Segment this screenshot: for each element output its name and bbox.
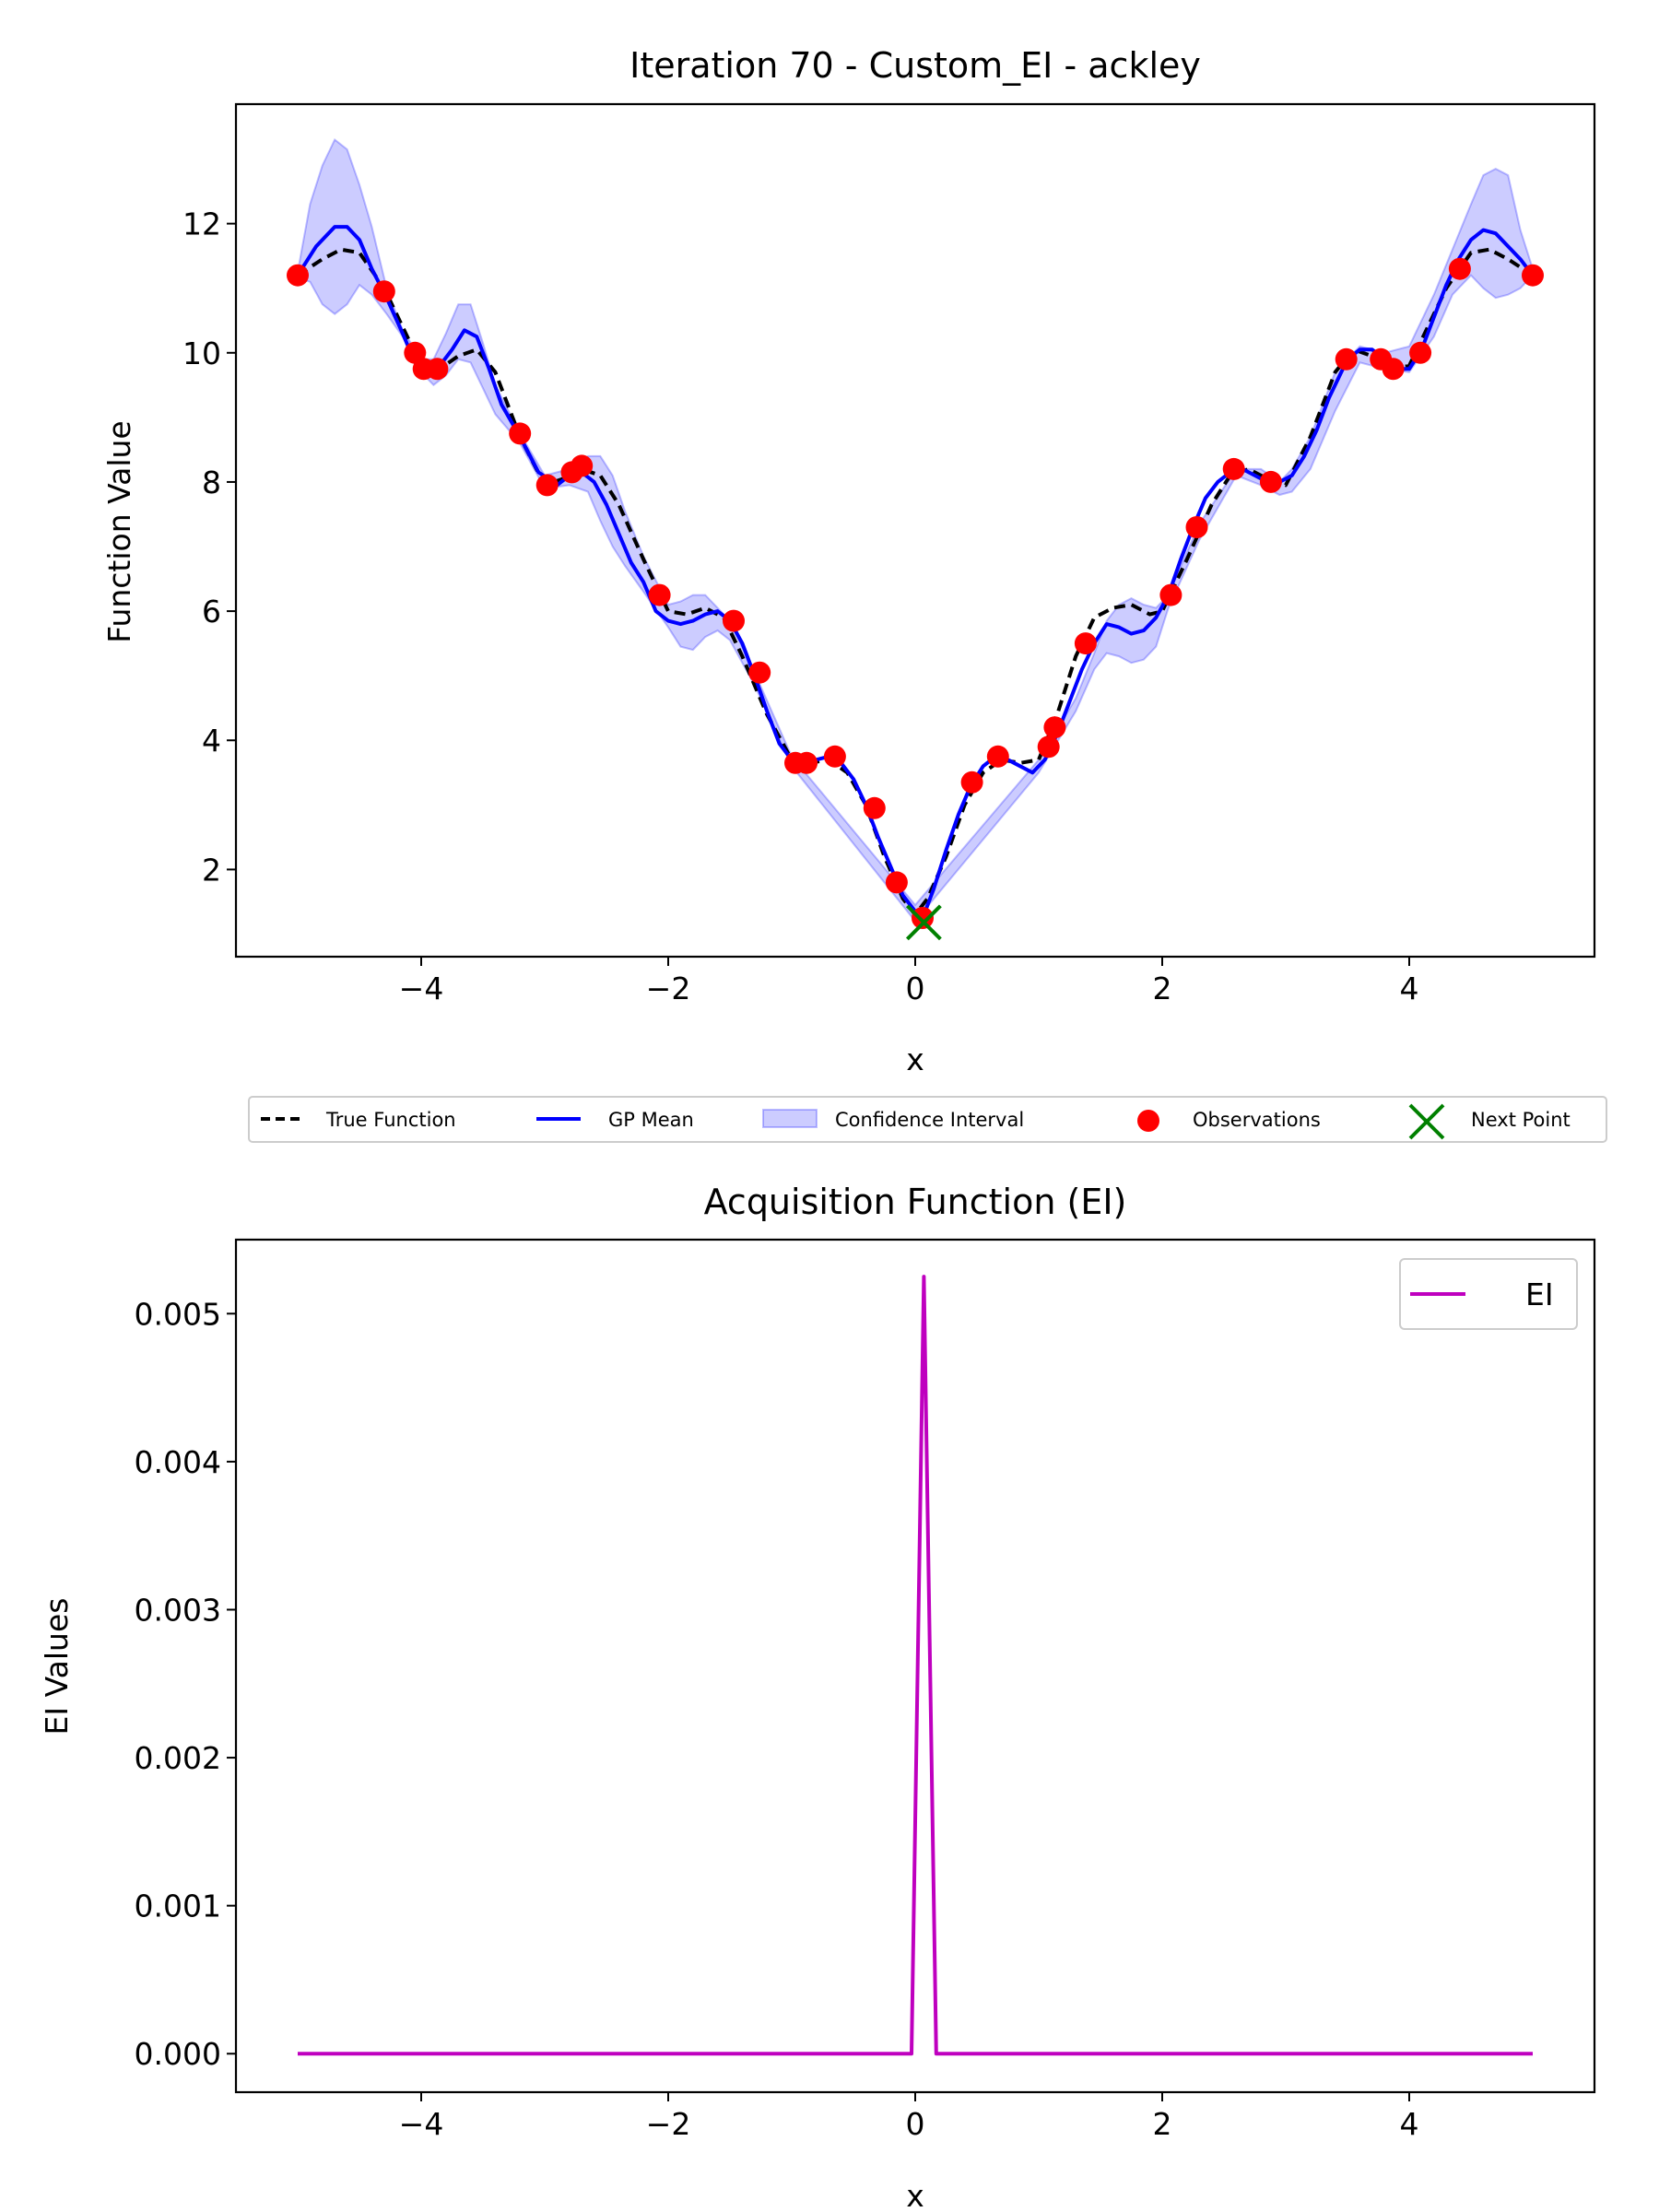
y-axis-ticks: 0.000 0.001 0.002 0.003 0.004 0.005	[135, 1296, 236, 2072]
legend-label-gp-mean: GP Mean	[608, 1109, 694, 1131]
x-axis-label: x	[906, 1041, 924, 1077]
observation-point	[535, 474, 559, 497]
y-tick-label: 0.000	[135, 2036, 221, 2072]
gp-plot-legend: True Function GP Mean Confidence Interva…	[248, 1096, 1607, 1143]
y-tick-label: 0.001	[135, 1888, 221, 1924]
observation-point	[1409, 341, 1432, 364]
x-tick-label: −4	[399, 971, 444, 1006]
x-tick-label: −2	[646, 971, 691, 1006]
y-tick-label: 2	[202, 852, 221, 888]
observation-point	[1074, 632, 1097, 655]
legend-label-ei: EI	[1525, 1277, 1554, 1312]
legend-item-true-function: True Function	[261, 1109, 456, 1131]
next-point-markers	[905, 904, 942, 941]
legend-item-gp-mean: GP Mean	[536, 1109, 694, 1131]
x-tick-label: 2	[1153, 2106, 1172, 2142]
y-tick-label: 0.003	[135, 1592, 221, 1628]
observation-point	[648, 583, 671, 606]
acquisition-plot-frame	[234, 1238, 1596, 2094]
gp-plot-frame	[234, 102, 1596, 959]
legend-item-observations: Observations	[1137, 1109, 1321, 1132]
legend-item-next-point: Next Point	[1408, 1103, 1571, 1140]
y-tick-label: 10	[182, 335, 221, 371]
acquisition-legend-frame	[1399, 1258, 1578, 1330]
ei-line	[298, 1275, 1533, 2056]
y-axis-label: EI Values	[39, 1598, 75, 1735]
observation-point	[1259, 470, 1282, 493]
acquisition-legend: EI	[1399, 1258, 1578, 1330]
y-tick-label: 12	[182, 206, 221, 242]
legend-label-next-point: Next Point	[1471, 1109, 1571, 1131]
gp-plot-title: Iteration 70 - Custom_EI - ackley	[629, 45, 1201, 86]
observation-markers	[287, 257, 1544, 929]
next-point-marker	[905, 904, 942, 941]
x-axis-label: x	[906, 2178, 924, 2212]
legend-frame	[248, 1096, 1607, 1143]
y-tick-label: 0.005	[135, 1296, 221, 1332]
x-tick-label: −4	[399, 2106, 444, 2142]
observation-point	[960, 771, 983, 794]
acquisition-plot-title: Acquisition Function (EI)	[704, 1182, 1127, 1222]
observation-point	[509, 422, 532, 445]
acquisition-plot-panel: Acquisition Function (EI) −4 −2 0 2 4 0.0000…	[39, 1182, 1596, 2212]
x-tick-label: 2	[1153, 971, 1172, 1006]
legend-swatch-confidence-interval	[762, 1109, 818, 1128]
observation-point	[571, 454, 594, 477]
legend-label-observations: Observations	[1193, 1109, 1321, 1131]
observation-point	[1335, 347, 1358, 371]
legend-swatch-next-point	[1408, 1103, 1445, 1140]
confidence-interval-band	[297, 137, 1534, 924]
observation-point	[1185, 516, 1208, 538]
series-lines	[296, 225, 1535, 917]
y-tick-label: 0.002	[135, 1740, 221, 1776]
y-tick-label: 4	[202, 723, 221, 759]
gp-mean-line	[296, 225, 1535, 917]
observation-point	[1037, 735, 1060, 759]
y-axis-label: Function Value	[101, 420, 137, 642]
legend-item-confidence-interval: Confidence Interval	[762, 1109, 1024, 1131]
observation-point	[723, 609, 745, 632]
x-tick-label: 4	[1400, 2106, 1419, 2142]
true-function-line	[296, 247, 1535, 917]
observation-point	[1382, 358, 1405, 381]
x-tick-label: 4	[1400, 971, 1419, 1006]
observation-point	[1522, 264, 1544, 287]
observation-point	[287, 264, 309, 287]
observation-point	[1159, 583, 1182, 606]
observation-point	[795, 751, 818, 774]
observation-point	[426, 358, 449, 381]
legend-label-confidence-interval: Confidence Interval	[835, 1109, 1024, 1131]
y-axis-ticks: 2 4 6 8 10 12	[182, 206, 236, 888]
x-axis-ticks: −4 −2 0 2 4	[399, 2092, 1419, 2142]
observation-point	[885, 871, 908, 894]
observation-point	[863, 796, 886, 819]
observation-point	[748, 661, 771, 684]
y-tick-label: 6	[202, 594, 221, 629]
y-tick-label: 0.004	[135, 1444, 221, 1480]
confidence-interval-area	[297, 137, 1534, 924]
observation-point	[372, 280, 395, 303]
observation-point	[1222, 457, 1245, 480]
x-tick-label: −2	[646, 2106, 691, 2142]
x-axis-ticks: −4 −2 0 2 4	[399, 957, 1419, 1006]
observation-point	[912, 907, 934, 929]
y-tick-label: 8	[202, 465, 221, 500]
observation-point	[823, 745, 846, 768]
observation-point	[1043, 716, 1066, 739]
observation-point	[1448, 257, 1471, 280]
observation-point	[986, 745, 1009, 768]
x-tick-label: 0	[906, 971, 925, 1006]
gp-plot-panel: Iteration 70 - Custom_EI - ackley −4 −2 0 2…	[101, 45, 1596, 1077]
legend-label-true-function: True Function	[325, 1109, 456, 1131]
legend-swatch-observations	[1137, 1110, 1159, 1132]
x-tick-label: 0	[906, 2106, 925, 2142]
series-lines	[298, 1275, 1533, 2056]
